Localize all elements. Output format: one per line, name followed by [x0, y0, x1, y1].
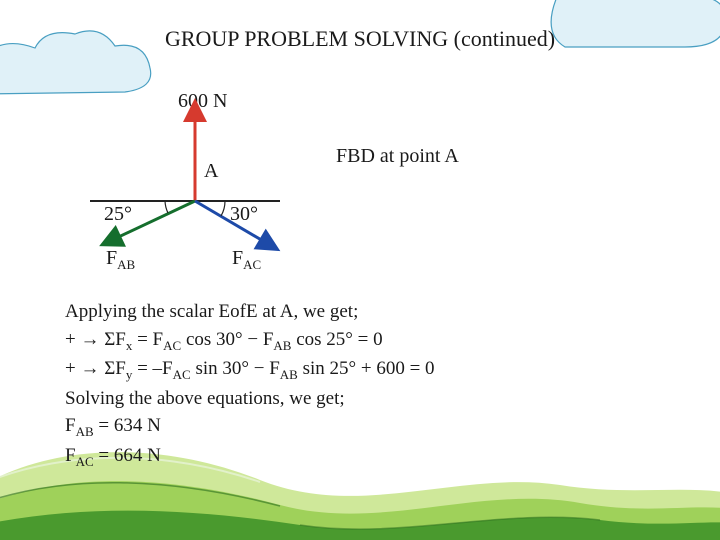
slide-title: GROUP PROBLEM SOLVING (continued) — [0, 26, 720, 52]
result-fac: FAC = 664 N — [65, 442, 435, 472]
eq-sum-fy: + → ΣFy = –FAC sin 30° − FAB sin 25° + 6… — [65, 355, 435, 385]
slide-content: GROUP PROBLEM SOLVING (continued) 600 N … — [0, 0, 720, 540]
equations-block: Applying the scalar EofE at A, we get; +… — [65, 298, 435, 472]
angle-30-label: 30° — [230, 203, 258, 226]
point-a-label: A — [204, 160, 218, 183]
eq-intro: Applying the scalar EofE at A, we get; — [65, 298, 435, 326]
fbd-caption: FBD at point A — [336, 145, 459, 168]
angle-25-label: 25° — [104, 203, 132, 226]
result-fab: FAB = 634 N — [65, 412, 435, 442]
force-ac-label: FAC — [232, 247, 261, 273]
eq-sum-fx: + → ΣFx = FAC cos 30° − FAB cos 25° = 0 — [65, 326, 435, 356]
eq-solving: Solving the above equations, we get; — [65, 385, 435, 413]
force-ab-label: FAB — [106, 247, 135, 273]
